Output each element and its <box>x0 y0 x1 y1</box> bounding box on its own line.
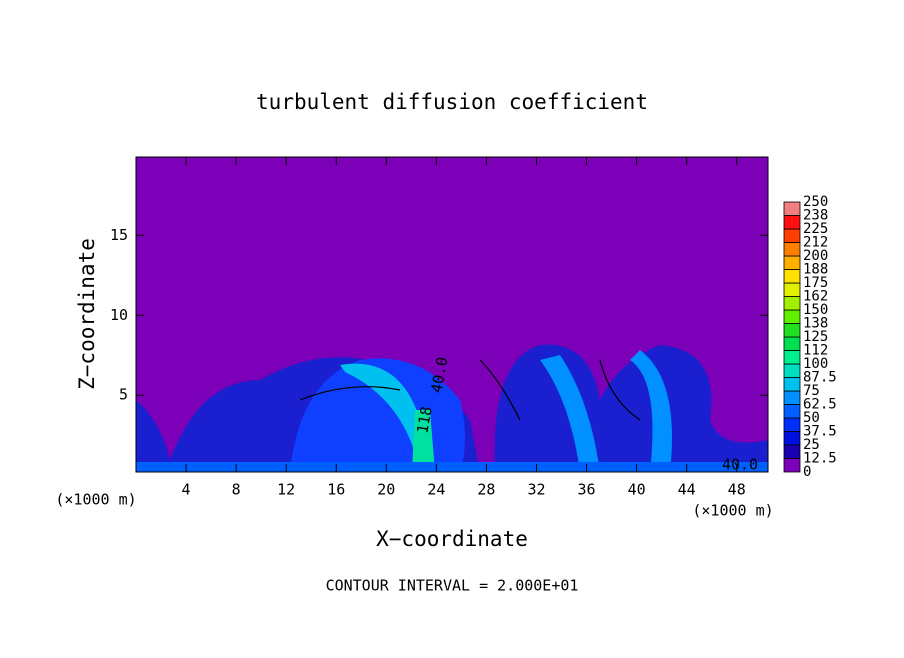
x-tick-label: 44 <box>678 481 696 499</box>
x-tick-label: 48 <box>728 481 746 499</box>
plot-frame <box>135 156 769 473</box>
colorbar-box <box>783 242 801 257</box>
contour-label: 118 <box>413 405 435 435</box>
colorbar-label: 87.5 <box>803 370 837 386</box>
colorbar-label: 12.5 <box>803 451 837 467</box>
x-tick-label: 36 <box>578 481 596 499</box>
x-axis-label: X−coordinate <box>376 527 528 551</box>
x-tick-label: 40 <box>628 481 646 499</box>
colorbar-label: 225 <box>803 221 828 237</box>
field <box>136 157 768 472</box>
colorbar-box <box>783 444 801 459</box>
colorbar-label: 138 <box>803 316 828 332</box>
colorbar-box <box>783 458 801 473</box>
x-tick-label: 8 <box>232 481 241 499</box>
colorbar-box <box>783 255 801 270</box>
colorbar-box <box>783 282 801 297</box>
colorbar-box <box>783 215 801 230</box>
colorbar-label: 200 <box>803 248 828 264</box>
x-tick-label: 12 <box>277 481 295 499</box>
colorbar-box <box>783 323 801 338</box>
contour-label: 40.0 <box>722 456 758 474</box>
colorbar-box <box>783 431 801 446</box>
colorbar-label: 238 <box>803 208 828 224</box>
footer: CONTOUR INTERVAL = 2.000E+01 <box>326 577 579 595</box>
colorbar-box <box>783 350 801 365</box>
x-tick-label: 4 <box>182 481 191 499</box>
colorbar-label: 75 <box>803 383 820 399</box>
colorbar-box <box>783 390 801 405</box>
colorbar-label: 150 <box>803 302 828 318</box>
colorbar-label: 37.5 <box>803 424 837 440</box>
colorbar-box <box>783 309 801 324</box>
colorbar-label: 250 <box>803 194 828 210</box>
colorbar-label: 0 <box>803 464 811 480</box>
colorbar-box <box>783 296 801 311</box>
x-tick-label: 16 <box>327 481 345 499</box>
x-tick-label: 32 <box>527 481 545 499</box>
colorbar-label: 212 <box>803 235 828 251</box>
colorbar-box <box>783 417 801 432</box>
y-tick-label: 10 <box>110 306 128 324</box>
x-tick-label: 24 <box>427 481 445 499</box>
colorbar-box <box>783 336 801 351</box>
colorbar-label: 50 <box>803 410 820 426</box>
contour-label: 40.0 <box>428 356 452 395</box>
y-tick-label: 5 <box>119 386 128 404</box>
colorbar-label: 175 <box>803 275 828 291</box>
colorbar-label: 62.5 <box>803 397 837 413</box>
colorbar-label: 125 <box>803 329 828 345</box>
y-unit: (×1000 m) <box>55 491 136 509</box>
colorbar-box <box>783 404 801 419</box>
x-tick-label: 20 <box>377 481 395 499</box>
colorbar-box <box>783 228 801 243</box>
colorbar-box <box>783 377 801 392</box>
x-unit: (×1000 m) <box>692 502 773 520</box>
colorbar-box <box>783 201 801 216</box>
colorbar-label: 162 <box>803 289 828 305</box>
x-tick-label: 28 <box>477 481 495 499</box>
colorbar-label: 25 <box>803 437 820 453</box>
colorbar-box <box>783 269 801 284</box>
colorbar-label: 100 <box>803 356 828 372</box>
colorbar-label: 112 <box>803 343 828 359</box>
y-tick-label: 15 <box>110 226 128 244</box>
chart-title: turbulent diffusion coefficient <box>256 90 648 114</box>
y-axis-label: Z−coordinate <box>75 238 99 390</box>
colorbar-label: 188 <box>803 262 828 278</box>
colorbar-box <box>783 363 801 378</box>
